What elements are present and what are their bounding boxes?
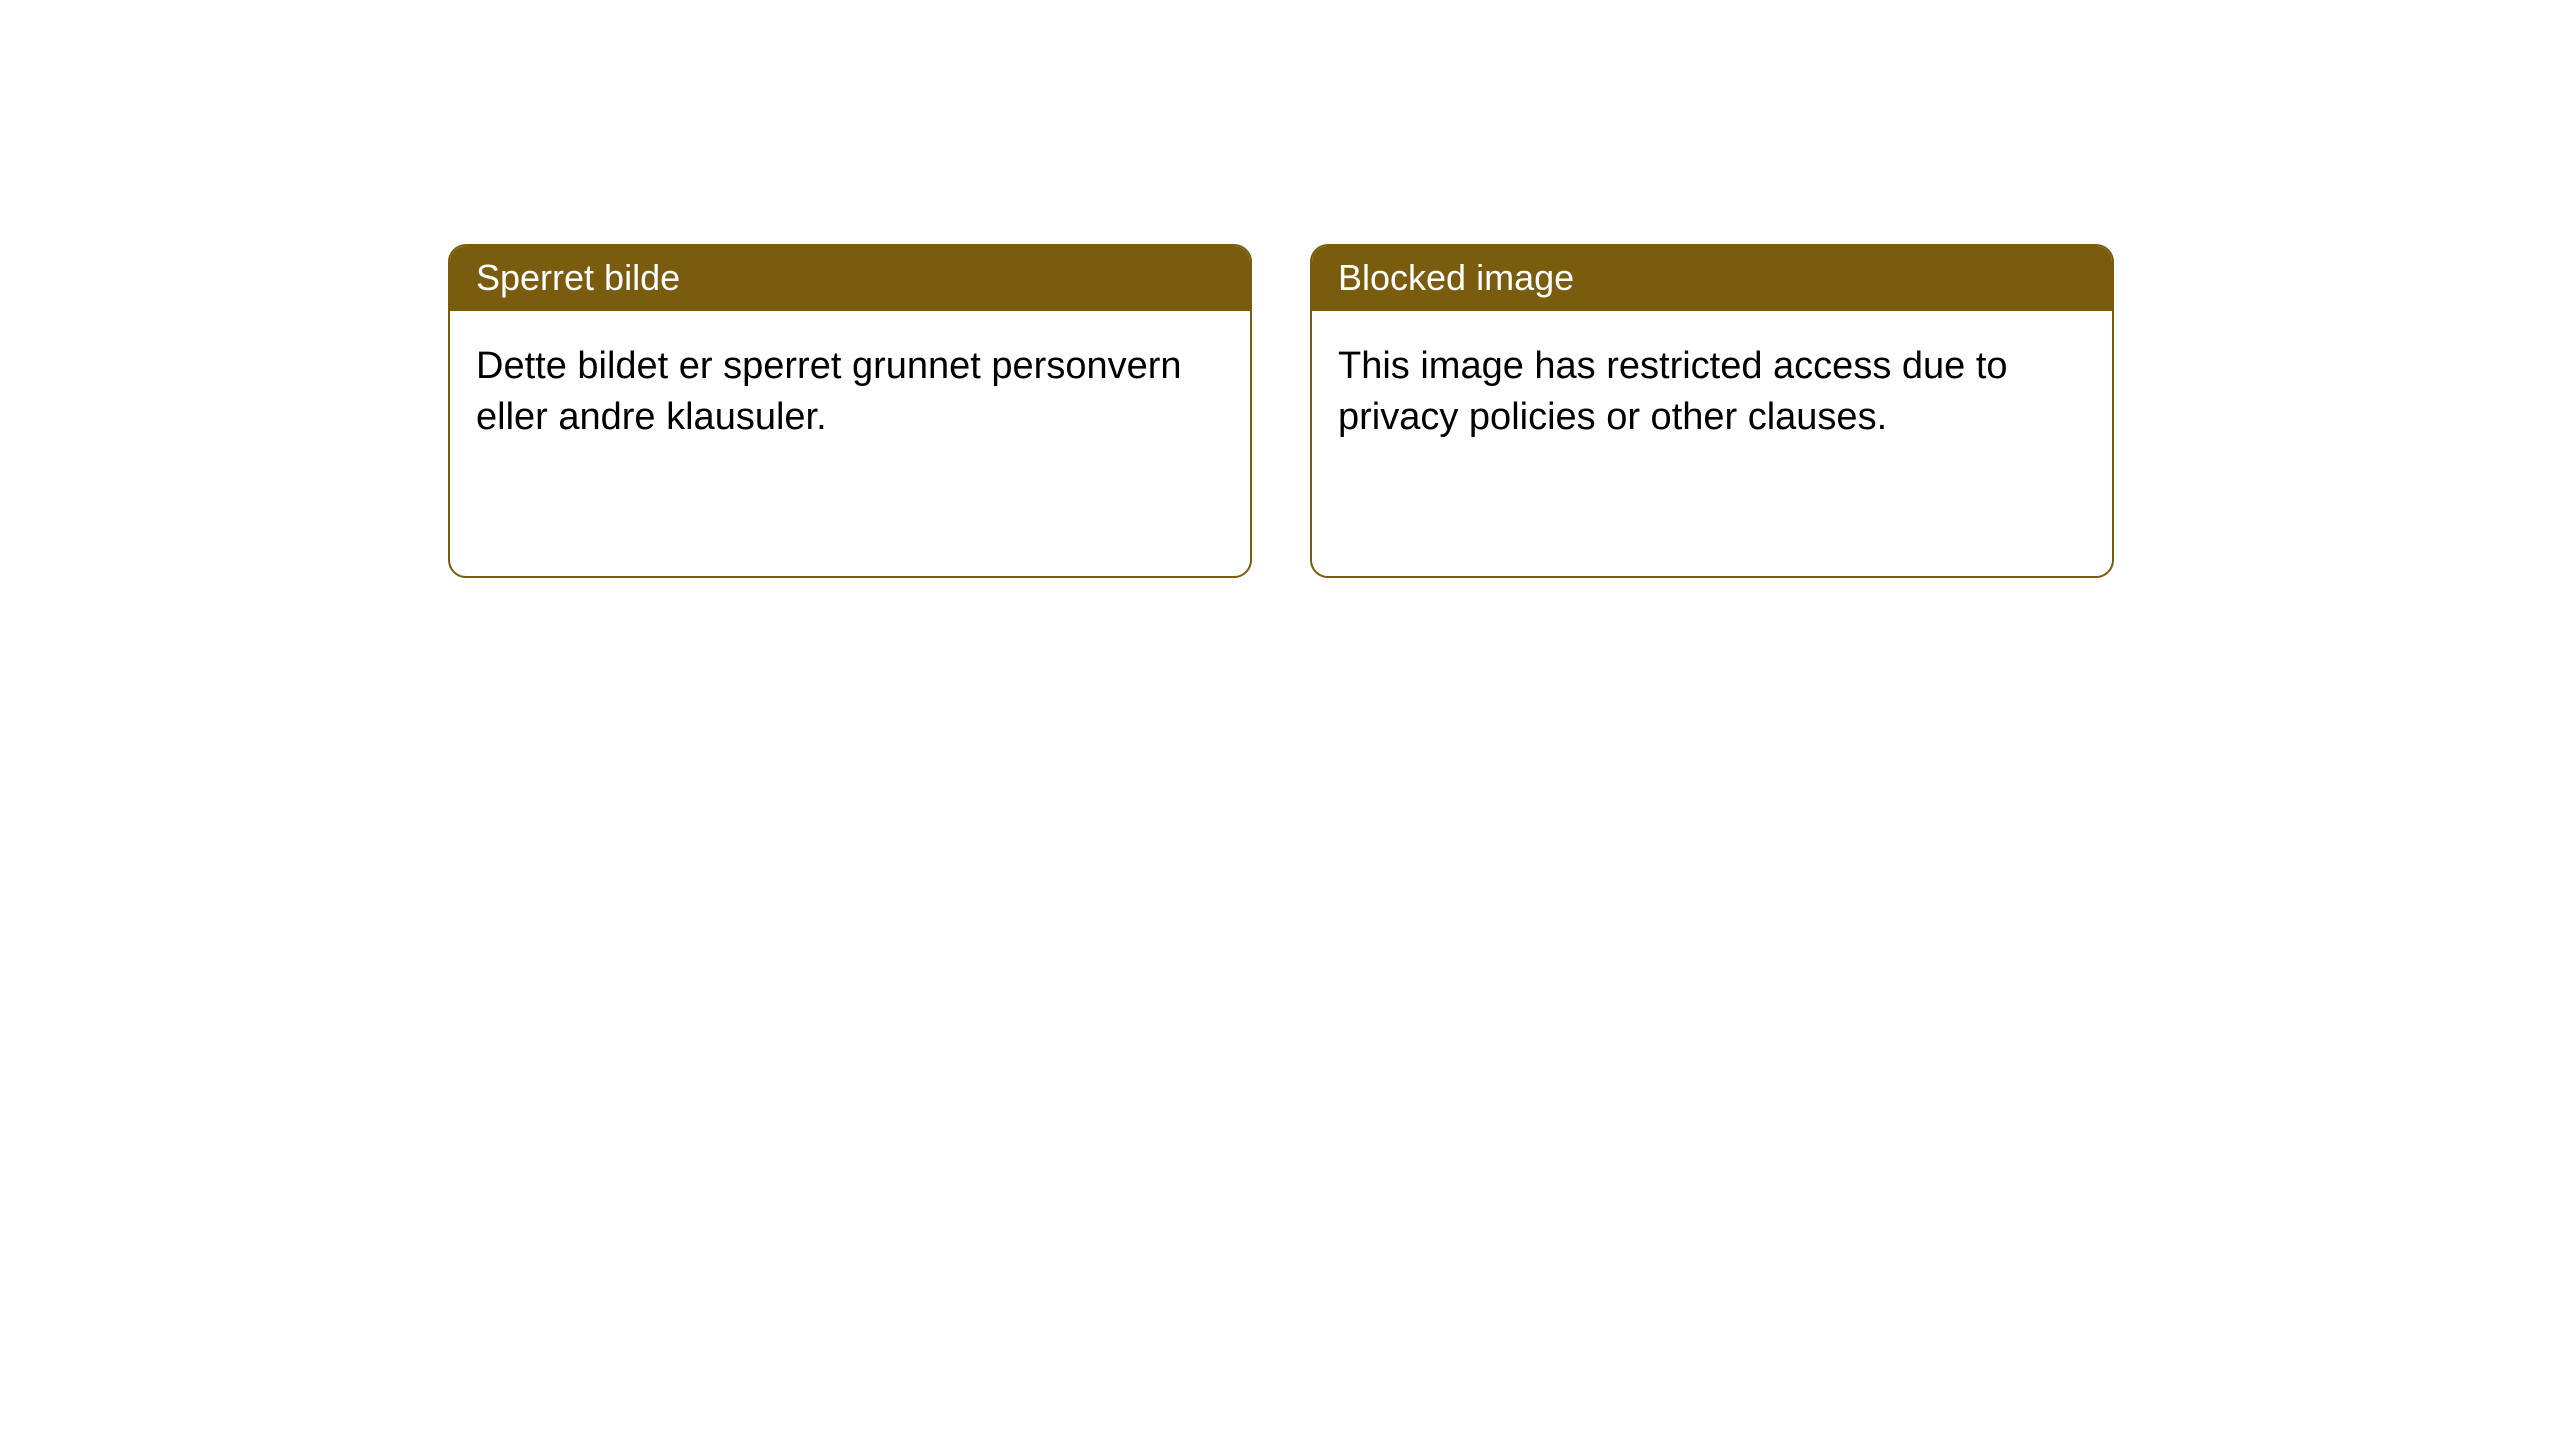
notice-card-english: Blocked image This image has restricted … <box>1310 244 2114 578</box>
notice-card-norwegian: Sperret bilde Dette bildet er sperret gr… <box>448 244 1252 578</box>
card-body: Dette bildet er sperret grunnet personve… <box>450 311 1250 470</box>
card-header: Sperret bilde <box>450 246 1250 311</box>
notice-container: Sperret bilde Dette bildet er sperret gr… <box>0 0 2560 578</box>
card-body: This image has restricted access due to … <box>1312 311 2112 470</box>
card-header: Blocked image <box>1312 246 2112 311</box>
